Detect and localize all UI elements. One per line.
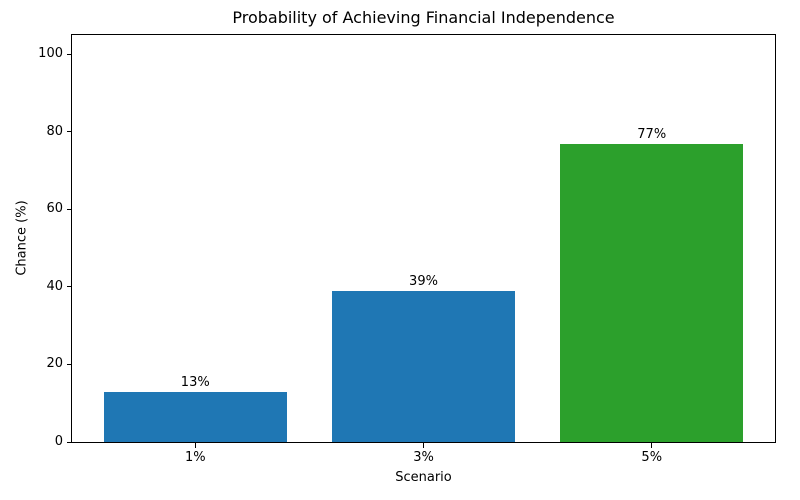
y-tick-label: 0 [54, 434, 63, 449]
bar-1% [103, 391, 287, 442]
x-tick-label: 1% [184, 450, 206, 465]
x-tick-mark [194, 443, 196, 448]
bar-3% [332, 290, 515, 442]
x-axis-label: Scenario [395, 470, 452, 485]
y-tick-label: 40 [46, 278, 63, 294]
x-tick-label: 5% [641, 450, 663, 465]
y-tick-mark [67, 53, 72, 55]
bar-value-label: 13% [180, 374, 210, 390]
y-tick-mark [67, 131, 72, 133]
chart-title: Probability of Achieving Financial Indep… [232, 8, 615, 27]
bar-value-label: 39% [409, 273, 438, 289]
x-tick-mark [651, 443, 653, 448]
y-tick-mark [67, 286, 72, 288]
bar-5% [560, 143, 744, 442]
y-tick-label: 80 [46, 123, 63, 139]
y-tick-label: 100 [38, 46, 63, 62]
x-tick-mark [423, 443, 424, 448]
x-tick-label: 3% [413, 450, 434, 465]
y-tick-label: 20 [46, 356, 63, 372]
y-tick-mark [67, 208, 72, 210]
y-tick-mark [67, 363, 72, 365]
bar-value-label: 77% [637, 126, 667, 142]
y-tick-mark [67, 441, 72, 443]
y-tick-label: 60 [46, 201, 63, 217]
